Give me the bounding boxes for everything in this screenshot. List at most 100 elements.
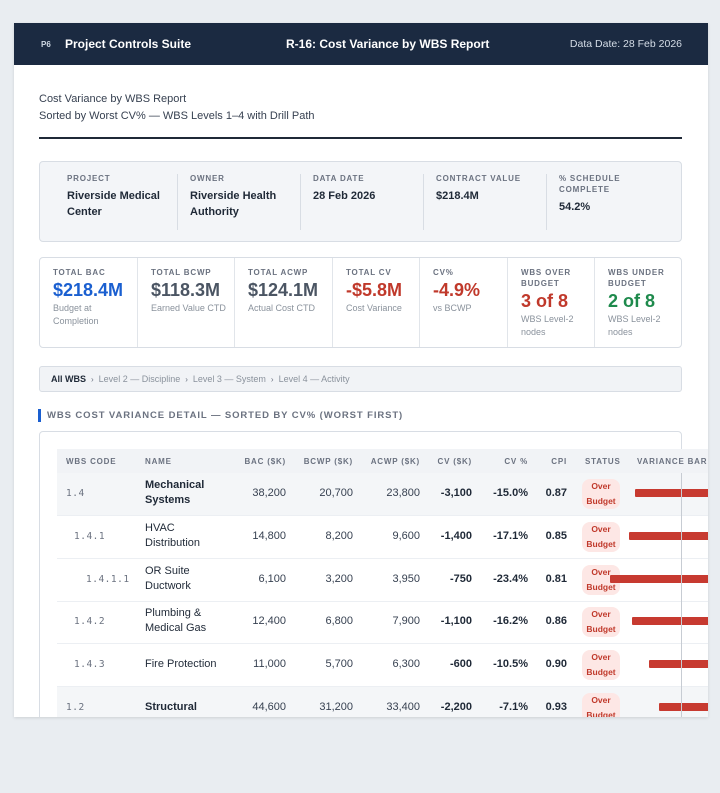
cv-percent-value: -7.1%	[499, 701, 528, 713]
project-info-owner: OWNER Riverside Health Authority	[190, 174, 277, 218]
cv-percent-value: -16.2%	[493, 615, 528, 627]
variance-bar-axis	[681, 473, 682, 717]
kpi-total-bcwp: TOTAL BCWP $118.3M Earned Value CTD	[138, 258, 235, 347]
table-row[interactable]: 1.4.3 Fire Protection 11,000 5,700 6,300 -600…	[57, 644, 708, 687]
wbs-name[interactable]: Fire Protection	[145, 658, 217, 670]
project-info-project: PROJECT Riverside Medical Center	[67, 174, 160, 218]
cpi-value: 0.90	[545, 658, 567, 670]
breadcrumb-separator: ›	[185, 374, 188, 384]
report-header: Cost Variance by WBS Report Sorted by Wo…	[39, 91, 315, 125]
cpi-value: 0.87	[545, 487, 567, 499]
wbs-code[interactable]: 1.4	[66, 488, 85, 499]
bac-value: 14,800	[252, 530, 286, 542]
status-badge: Over Budget	[582, 522, 620, 552]
cv-value: -2,200	[440, 701, 472, 713]
wbs-code[interactable]: 1.4.2	[74, 616, 106, 627]
table-row[interactable]: 1.4.1 HVAC Distribution 14,800 8,200 9,600 -1…	[57, 516, 708, 559]
variance-bar	[628, 532, 708, 540]
wbs-code[interactable]: 1.4.3	[74, 659, 106, 670]
table-header: WBS CODE NAME BAC ($K) BCWP ($K) ACWP ($…	[57, 449, 708, 473]
table-row[interactable]: 1.4.1.1 OR Suite Ductwork 6,100 3,200 3,950 -…	[57, 559, 708, 602]
column-header-acwp[interactable]: ACWP ($K)	[370, 457, 420, 466]
app-title[interactable]: Project Controls Suite	[65, 37, 192, 51]
bac-value: 11,000	[253, 658, 286, 670]
app-logo: P6	[41, 40, 51, 49]
acwp-value: 9,600	[392, 530, 420, 542]
cv-value: -750	[449, 573, 472, 585]
acwp-value: 6,300	[392, 658, 420, 670]
column-header-bac[interactable]: BAC ($K)	[244, 457, 286, 466]
bcwp-value: 8,200	[325, 530, 353, 542]
cpi-value: 0.85	[545, 530, 567, 542]
top-bar: P6 Project Controls Suite R-16: Cost Var…	[14, 23, 708, 65]
variance-bar	[609, 575, 708, 583]
kpi-strip: TOTAL BAC $218.4M Budget at Completion T…	[39, 257, 682, 348]
kpi-cv-percent: CV% -4.9% vs BCWP	[420, 258, 508, 347]
acwp-value: 3,950	[392, 573, 420, 585]
bcwp-value: 3,200	[325, 573, 353, 585]
wbs-code[interactable]: 1.4.1.1	[86, 574, 130, 585]
breadcrumb-level-3[interactable]: Level 3 — System	[192, 374, 266, 384]
column-header-cpi[interactable]: CPI	[551, 457, 567, 466]
cv-percent-value: -15.0%	[493, 487, 528, 499]
column-header-cv[interactable]: CV ($K)	[437, 457, 472, 466]
column-header-status[interactable]: STATUS	[585, 457, 621, 466]
bac-value: 12,400	[252, 615, 286, 627]
cv-percent-value: -10.5%	[493, 658, 528, 670]
variance-bar	[648, 660, 708, 668]
variance-bar	[659, 703, 708, 711]
bcwp-value: 31,200	[319, 701, 353, 713]
column-header-wbs-code[interactable]: WBS CODE	[66, 457, 117, 466]
status-badge: Over Budget	[582, 693, 620, 717]
project-info-schedule-complete: % SCHEDULE COMPLETE 54.2%	[559, 174, 621, 213]
column-header-bcwp[interactable]: BCWP ($K)	[303, 457, 353, 466]
cv-value: -1,100	[440, 615, 472, 627]
cv-percent-value: -23.4%	[493, 573, 528, 585]
table-row[interactable]: 1.4 Mechanical Systems 38,200 20,700 23,800 -…	[57, 473, 708, 516]
cpi-value: 0.81	[545, 573, 567, 585]
bcwp-value: 5,700	[325, 658, 353, 670]
wbs-code[interactable]: 1.2	[66, 702, 85, 713]
report-subheading: Sorted by Worst CV% — WBS Levels 1–4 wit…	[39, 110, 315, 122]
breadcrumb-all-wbs[interactable]: All WBS	[51, 374, 86, 384]
bcwp-value: 20,700	[319, 487, 353, 499]
kpi-total-acwp: TOTAL ACWP $124.1M Actual Cost CTD	[235, 258, 333, 347]
data-date-label: Data Date: 28 Feb 2026	[569, 38, 682, 50]
section-title: WBS COST VARIANCE DETAIL — SORTED BY CV%…	[38, 409, 403, 422]
status-badge: Over Budget	[582, 650, 620, 680]
bcwp-value: 6,800	[325, 615, 353, 627]
breadcrumb: All WBS › Level 2 — Discipline › Level 3…	[39, 366, 682, 392]
divider	[300, 174, 301, 230]
acwp-value: 7,900	[392, 615, 420, 627]
wbs-name[interactable]: HVAC Distribution	[145, 522, 201, 549]
divider	[546, 174, 547, 230]
project-info-contract-value: CONTRACT VALUE $218.4M	[436, 174, 521, 202]
wbs-name[interactable]: Plumbing & Medical Gas	[145, 607, 207, 634]
breadcrumb-separator: ›	[270, 374, 274, 384]
wbs-name[interactable]: OR Suite Ductwork	[145, 565, 191, 592]
divider	[423, 174, 424, 230]
breadcrumb-separator: ›	[91, 374, 94, 384]
kpi-wbs-under-budget: WBS UNDER BUDGET 2 of 8 WBS Level-2 node…	[608, 268, 665, 337]
wbs-name[interactable]: Structural	[145, 701, 197, 713]
project-info-data-date: DATA DATE 28 Feb 2026	[313, 174, 376, 202]
table-row[interactable]: 1.2 Structural 44,600 31,200 33,400 -2,200 -7.…	[57, 687, 708, 717]
bac-value: 44,600	[252, 701, 286, 713]
variance-bar	[631, 617, 708, 625]
acwp-value: 33,400	[386, 701, 420, 713]
column-header-variance-bar[interactable]: VARIANCE BAR	[637, 457, 708, 466]
status-badge: Over Budget	[582, 607, 620, 637]
column-header-cv-percent[interactable]: CV %	[504, 457, 528, 466]
wbs-name[interactable]: Mechanical Systems	[145, 479, 205, 506]
cv-percent-value: -17.1%	[493, 530, 528, 542]
cv-value: -600	[449, 658, 472, 670]
table-row[interactable]: 1.4.2 Plumbing & Medical Gas 12,400 6,800 7,…	[57, 601, 708, 644]
wbs-code[interactable]: 1.4.1	[74, 531, 106, 542]
breadcrumb-level-4[interactable]: Level 4 — Activity	[278, 374, 350, 384]
cv-value: -1,400	[440, 530, 472, 542]
kpi-total-bac: TOTAL BAC $218.4M Budget at Completion	[40, 258, 138, 347]
status-badge: Over Budget	[582, 479, 620, 509]
column-header-name[interactable]: NAME	[145, 457, 172, 466]
breadcrumb-level-2[interactable]: Level 2 — Discipline	[98, 374, 181, 384]
bac-value: 6,100	[258, 573, 286, 585]
